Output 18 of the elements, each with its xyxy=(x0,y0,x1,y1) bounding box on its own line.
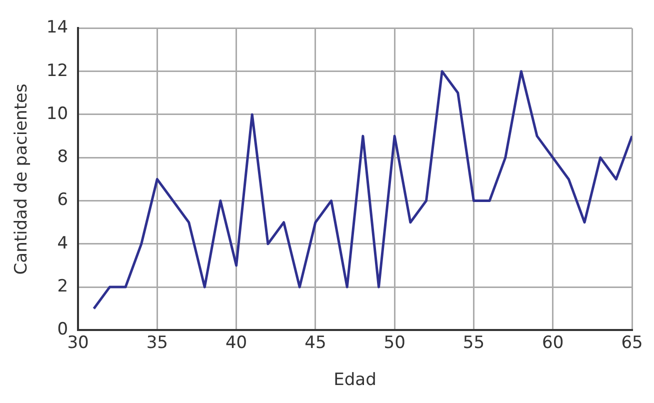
x-tick-label: 50 xyxy=(384,332,406,353)
x-tick-label: 65 xyxy=(621,332,643,353)
y-tick-label: 8 xyxy=(57,147,68,168)
y-tick-label: 12 xyxy=(46,60,68,81)
x-tick-label: 35 xyxy=(146,332,168,353)
y-axis-title: Cantidad de pacientes xyxy=(12,84,32,275)
x-tick-label: 55 xyxy=(462,332,485,353)
y-tick-label: 6 xyxy=(57,190,68,210)
x-tick-label: 40 xyxy=(225,332,248,353)
y-tick-label: 2 xyxy=(57,276,68,296)
y-tick-label: 4 xyxy=(57,233,68,254)
x-axis-title: Edad xyxy=(334,370,376,390)
y-tick-label: 14 xyxy=(46,18,68,38)
x-tick-label: 60 xyxy=(542,332,564,353)
x-tick-label: 30 xyxy=(67,332,89,353)
y-tick-label: 0 xyxy=(57,320,68,340)
y-tick-label: 10 xyxy=(46,104,68,124)
x-tick-label: 45 xyxy=(304,332,326,353)
